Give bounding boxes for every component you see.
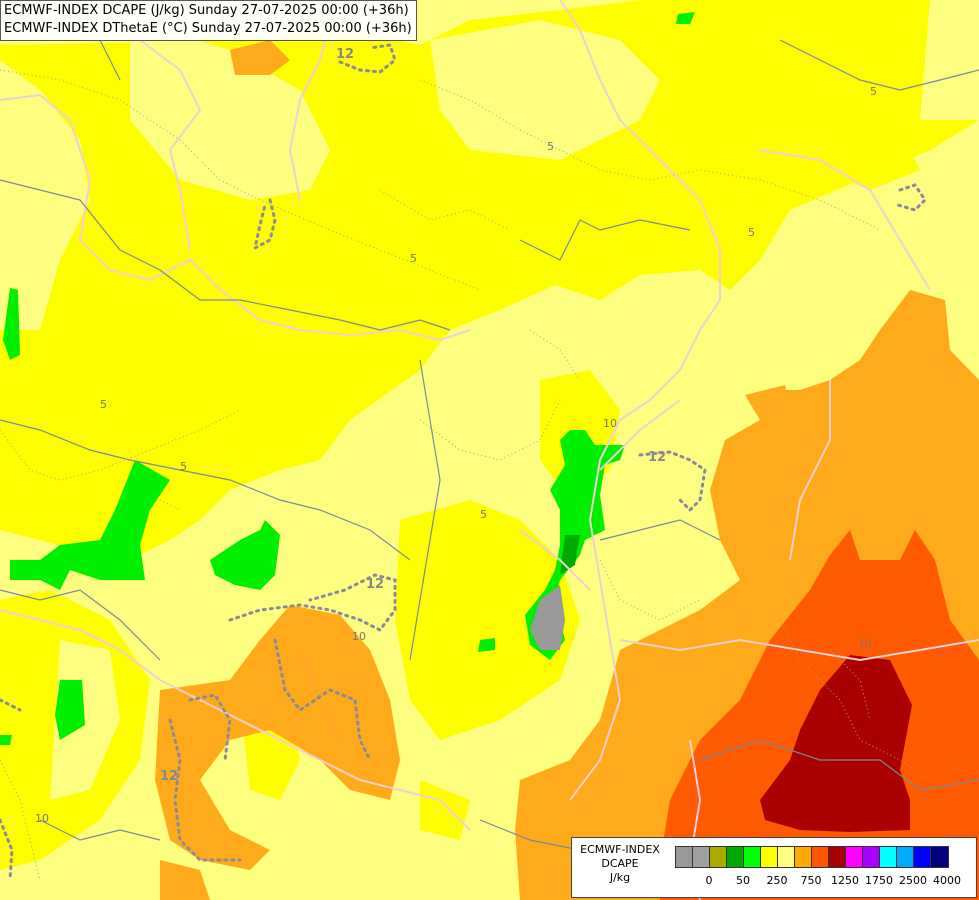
legend-swatch — [727, 847, 744, 867]
legend-swatch — [897, 847, 914, 867]
contour-labels: 5 5 5 5 5 5 5 10 10 10 10 12 12 12 12 — [35, 47, 877, 825]
contour-label-10: 10 — [352, 630, 366, 643]
legend-swatch — [744, 847, 761, 867]
map-title-box: ECMWF-INDEX DCAPE (J/kg) Sunday 27-07-20… — [0, 0, 417, 41]
legend-swatch — [693, 847, 710, 867]
contour-label-5: 5 — [547, 140, 554, 153]
contour-label-12: 12 — [160, 769, 178, 784]
map-title-dthetae: ECMWF-INDEX DThetaE (°C) Sunday 27-07-20… — [4, 21, 412, 36]
contour-label-5: 5 — [100, 398, 107, 411]
legend-swatch — [710, 847, 727, 867]
contour-label-5: 5 — [410, 252, 417, 265]
legend-tick: 250 — [766, 874, 788, 887]
legend-tick-labels: 0 50 250 750 1250 1750 2500 4000 — [675, 874, 975, 890]
legend-swatch — [812, 847, 829, 867]
contour-label-12: 12 — [648, 450, 666, 465]
contour-label-5: 5 — [870, 85, 877, 98]
legend-tick: 2500 — [899, 874, 927, 887]
legend-swatch — [914, 847, 931, 867]
legend-swatch — [778, 847, 795, 867]
map-title-dcape: ECMWF-INDEX DCAPE (J/kg) Sunday 27-07-20… — [4, 3, 409, 18]
dthetae-contours — [0, 69, 931, 881]
darkred-fields — [760, 655, 912, 832]
legend-swatch — [676, 847, 693, 867]
legend-swatch — [863, 847, 880, 867]
legend: ECMWF-INDEX DCAPE J/kg 0 50 250 750 1250 1750… — [571, 837, 977, 898]
legend-tick: 0 — [705, 874, 713, 887]
legend-swatch — [795, 847, 812, 867]
legend-unit: J/kg — [609, 871, 631, 884]
legend-swatch — [829, 847, 846, 867]
legend-label: ECMWF-INDEX DCAPE J/kg — [574, 843, 666, 885]
legend-tick: 4000 — [933, 874, 961, 887]
contour-label-10: 10 — [603, 417, 617, 430]
legend-model: ECMWF-INDEX — [580, 843, 660, 856]
legend-swatch — [761, 847, 778, 867]
legend-tick: 750 — [800, 874, 822, 887]
legend-variable: DCAPE — [601, 857, 639, 870]
legend-tick: 1750 — [865, 874, 893, 887]
legend-tick: 50 — [736, 874, 750, 887]
contour-label-12: 12 — [336, 47, 354, 62]
contour-label-10: 10 — [858, 637, 872, 650]
legend-swatch — [931, 847, 948, 867]
legend-color-bar — [675, 846, 949, 868]
legend-swatch — [880, 847, 897, 867]
contour-label-5: 5 — [480, 508, 487, 521]
legend-swatch — [846, 847, 863, 867]
contour-label-12: 12 — [366, 577, 384, 592]
contour-label-5: 5 — [180, 460, 187, 473]
contour-label-10: 10 — [35, 812, 49, 825]
contour-label-5: 5 — [748, 226, 755, 239]
legend-tick: 1250 — [831, 874, 859, 887]
dthetae-12-contours — [0, 43, 927, 882]
